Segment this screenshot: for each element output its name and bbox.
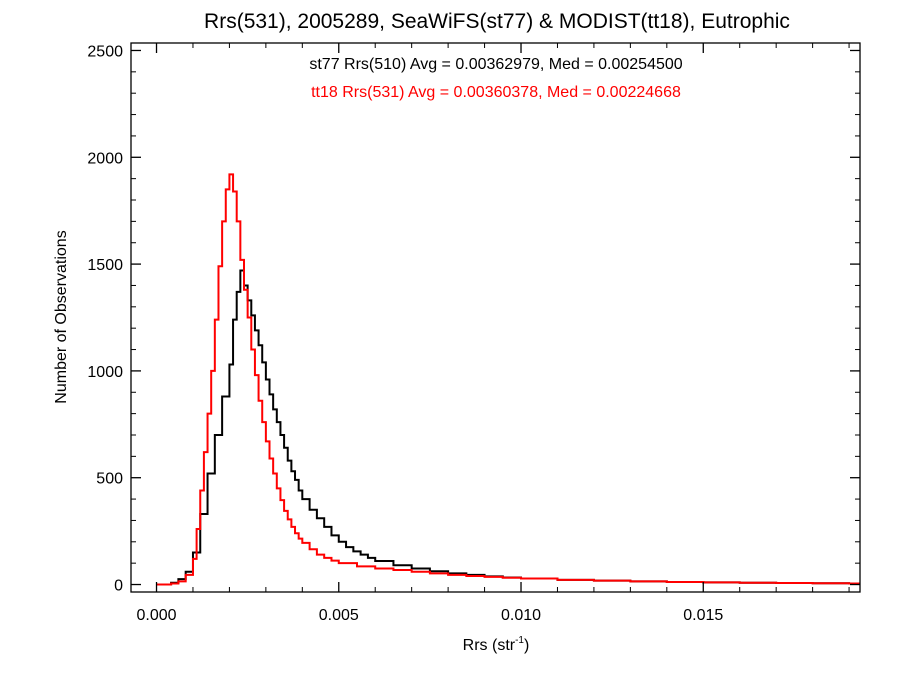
y-tick-label: 500	[96, 471, 123, 488]
x-tick-label: 0.010	[501, 607, 541, 624]
x-axis-label: Rrs (str-1)	[463, 635, 530, 654]
plot-frame	[130, 42, 861, 593]
x-axis-label-superscript: -1	[515, 635, 524, 646]
series-line-1	[156, 173, 860, 586]
y-tick-label: 0	[114, 578, 123, 595]
chart-title: Rrs(531), 2005289, SeaWiFS(st77) & MODIS…	[204, 10, 790, 33]
x-tick-label: 0.000	[136, 607, 176, 624]
y-tick-label: 2000	[87, 150, 123, 167]
x-tick-label: 0.005	[319, 607, 359, 624]
y-tick-label: 1500	[87, 257, 123, 274]
series-line-0	[156, 269, 860, 586]
y-tick-label: 1000	[87, 364, 123, 381]
x-tick-label: 0.015	[683, 607, 723, 624]
annotation-tt18: tt18 Rrs(531) Avg = 0.00360378, Med = 0.…	[311, 84, 681, 101]
x-axis-label-end: )	[524, 637, 529, 654]
y-tick-label: 2500	[87, 43, 123, 60]
annotation-st77: st77 Rrs(510) Avg = 0.00362979, Med = 0.…	[309, 56, 682, 73]
x-axis-label-main: Rrs (str	[463, 637, 516, 654]
y-axis-label: Number of Observations	[53, 230, 70, 403]
ticks-layer: 0.000 0.005 0.010 0.015 0 500 1000 1500 2000 2500	[87, 43, 860, 624]
series-layer	[156, 173, 860, 586]
